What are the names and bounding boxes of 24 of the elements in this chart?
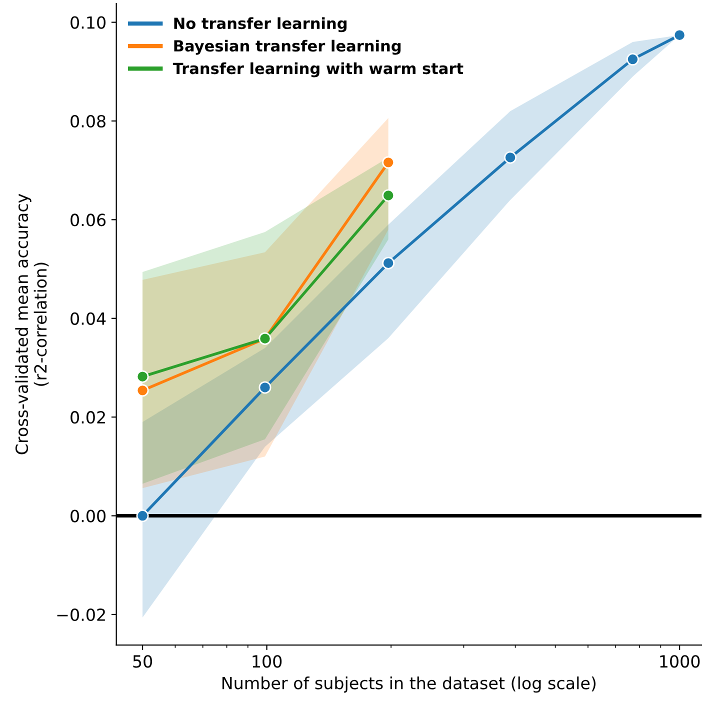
y-tick-label: 0.10 — [70, 16, 106, 29]
y-tick-label: 0.06 — [70, 214, 106, 226]
point — [382, 256, 395, 270]
point — [504, 151, 517, 164]
point — [136, 370, 149, 383]
point — [258, 381, 272, 394]
x-tick-label: 50 — [133, 655, 152, 668]
legend-label: Bayesian transfer learning — [174, 40, 401, 55]
point — [626, 53, 639, 66]
y-tick-label: 0.00 — [70, 510, 106, 522]
point — [136, 384, 149, 397]
y-tick-label: 0.04 — [70, 312, 106, 325]
point — [136, 510, 149, 522]
legend-label: Transfer learning with warm start — [172, 62, 464, 78]
point — [382, 156, 395, 169]
y-tick-label: −0.02 — [57, 608, 105, 622]
x-tick-label: 1000 — [660, 655, 700, 668]
y-tick-label: 0.08 — [70, 114, 106, 128]
y-tick-label: 0.02 — [70, 411, 105, 424]
x-axis-title: Number of subjects in the dataset (log scale) — [222, 676, 596, 693]
x-tick-label: 100 — [252, 655, 282, 668]
legend-label: No transfer learning — [174, 17, 347, 32]
point — [382, 189, 395, 202]
y-axis-title: Cross-validated mean accuracy (r2-correlation) — [15, 194, 49, 454]
